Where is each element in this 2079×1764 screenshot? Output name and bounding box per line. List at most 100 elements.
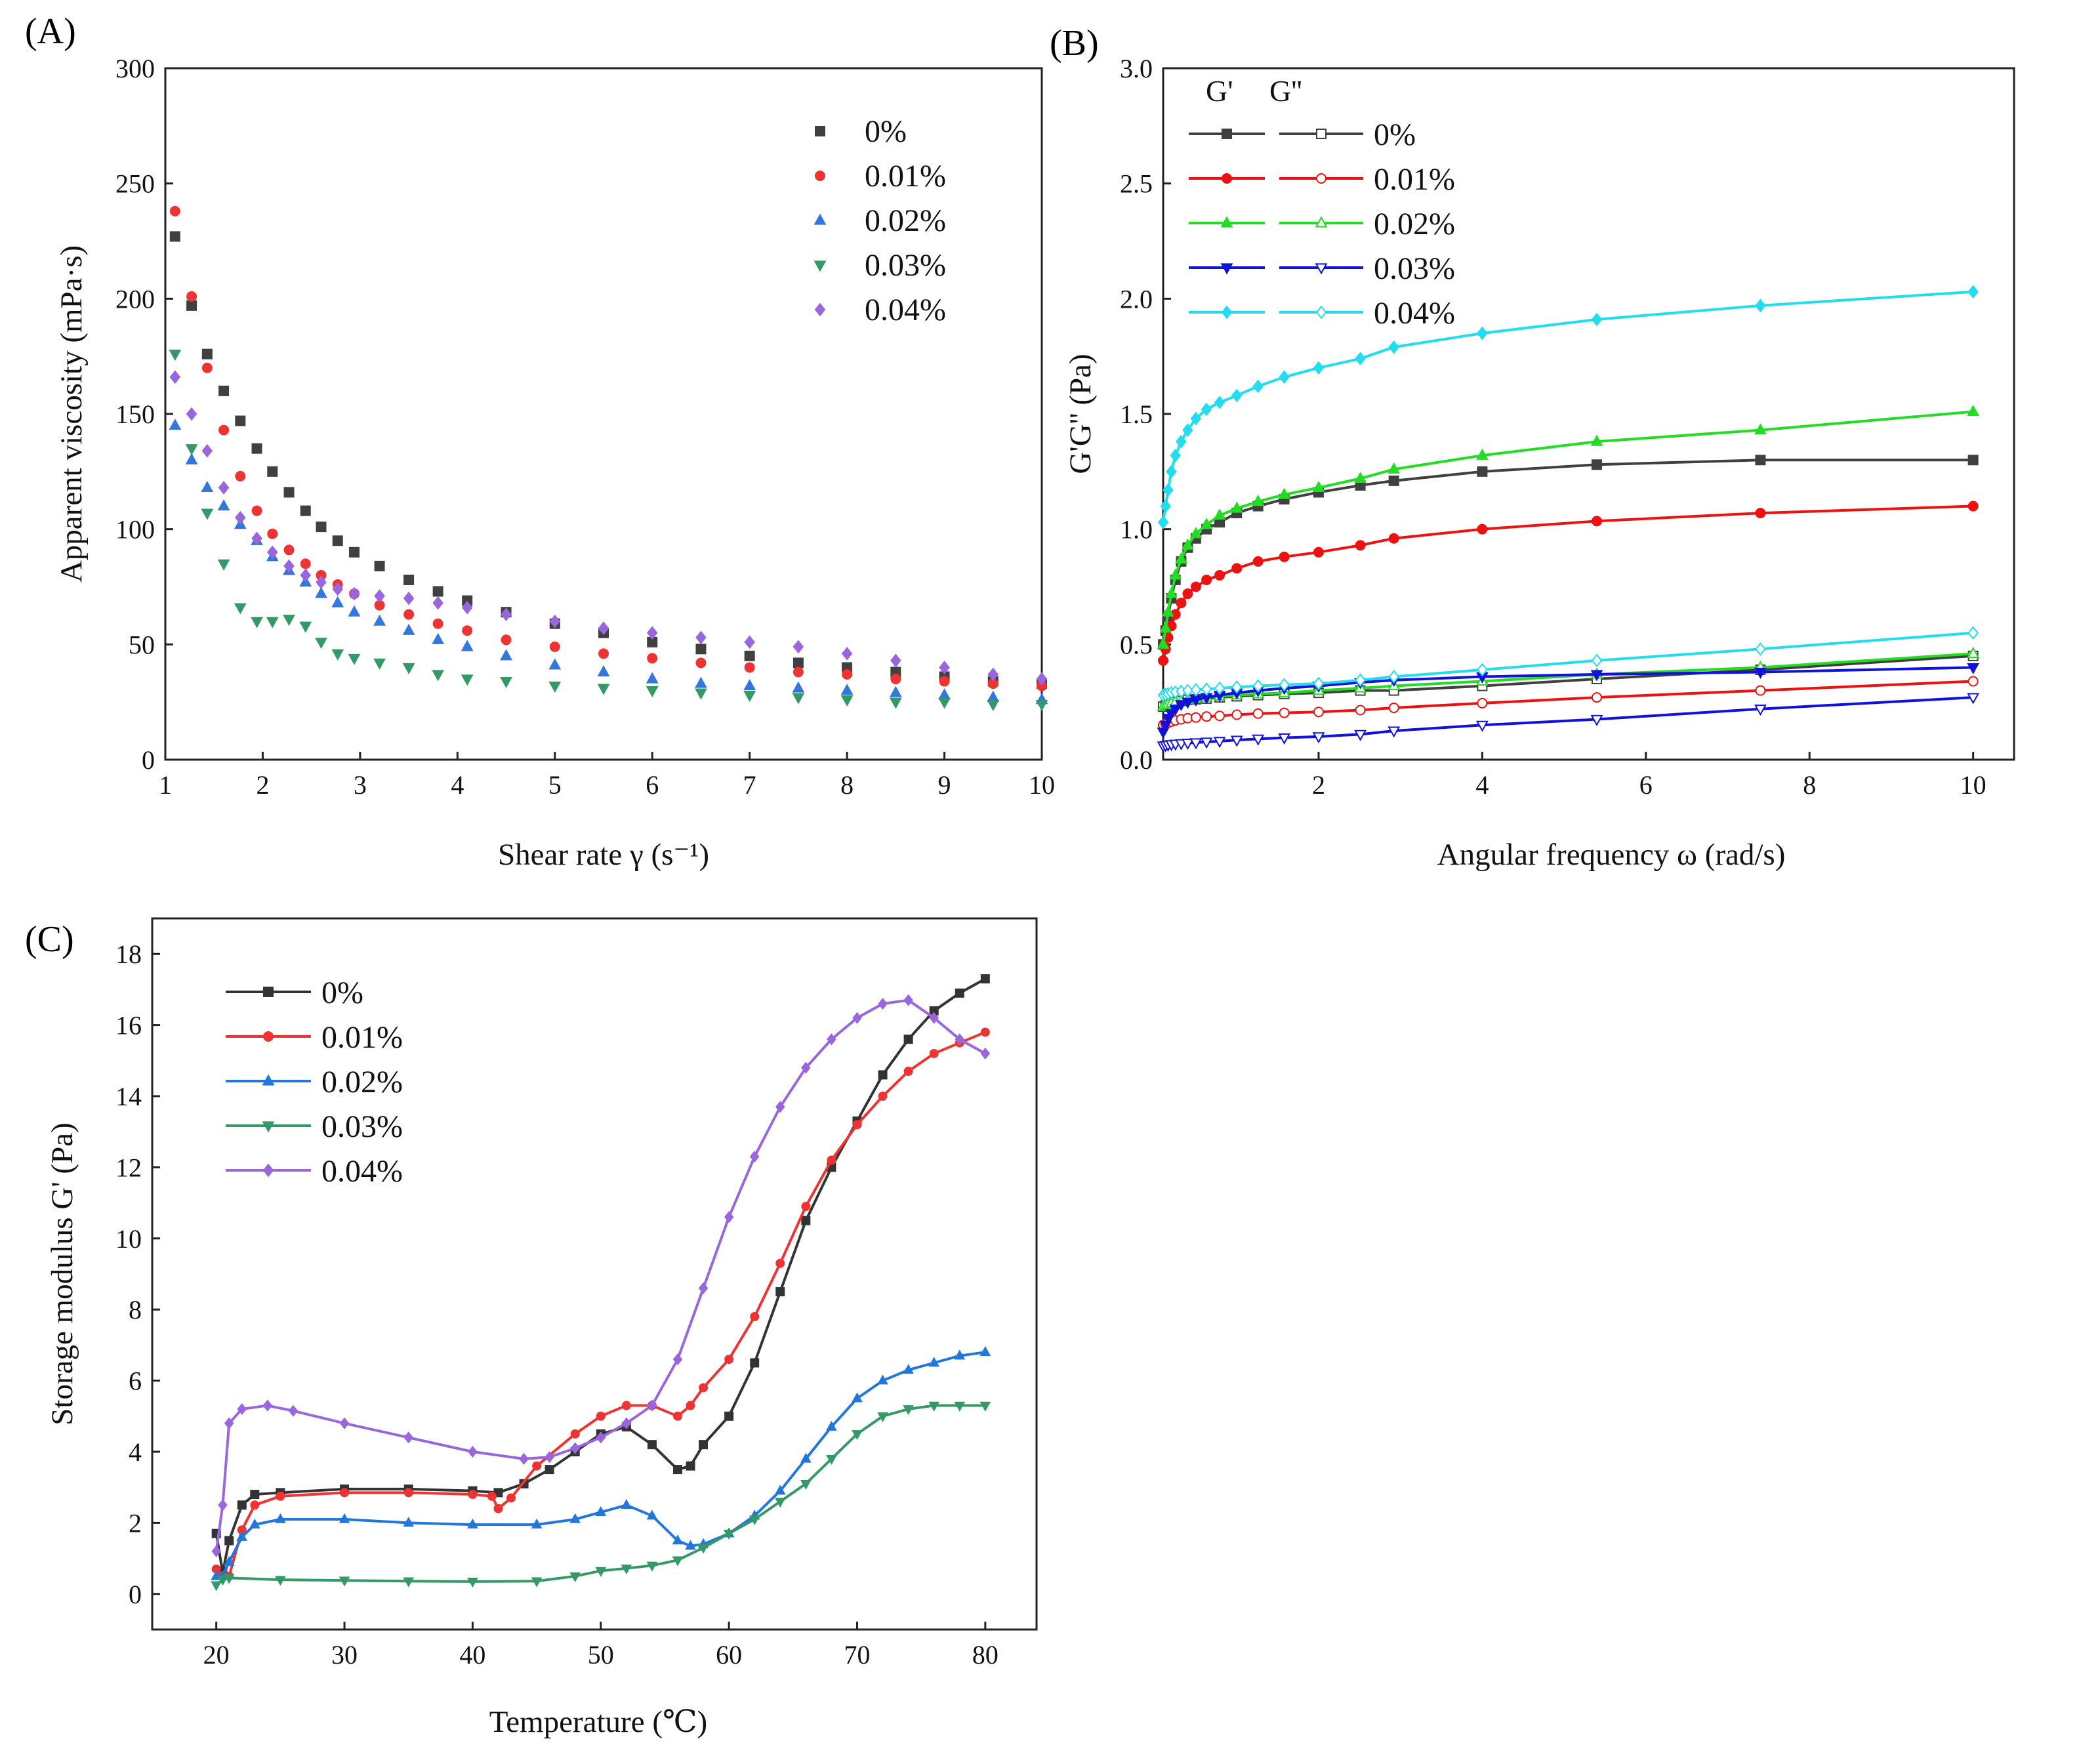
panel-b-point-G_prime-0.01% <box>1252 556 1264 567</box>
panel-b-y-axis-title: G'G'' (Pa) <box>1063 354 1098 474</box>
panel-a-point-0.04% <box>283 559 295 573</box>
panel-a-legend-label: 0% <box>865 114 907 149</box>
panel-a-y-tick-label: 250 <box>115 169 155 199</box>
panel-c-x-tick-label: 80 <box>972 1640 998 1670</box>
panel-a-point-0.03% <box>461 674 474 686</box>
panel-c-point-0.02% <box>826 1420 837 1431</box>
panel-c-x-tick-label: 30 <box>331 1640 358 1670</box>
panel-c-point-0.02% <box>979 1345 991 1357</box>
panel-a-point-0.03% <box>373 658 386 670</box>
panel-b-legend-label: 0% <box>1374 117 1416 152</box>
panel-a-x-axis-title: Shear rate γ (s⁻¹) <box>498 838 709 872</box>
panel-c-point-0.02% <box>621 1499 632 1509</box>
panel-a-point-0% <box>374 560 385 571</box>
panel-c-point-0.04% <box>545 1451 554 1464</box>
panel-b-legend-header-gprime: G' <box>1206 74 1233 108</box>
panel-b-legend-marker-gdoubleprime <box>1315 216 1328 228</box>
panel-a-point-0.04% <box>549 614 561 628</box>
panel-b-point-G_prime-0.01% <box>1388 533 1399 544</box>
panel-c-point-0.04% <box>621 1417 632 1429</box>
panel-c-point-0.02% <box>223 1555 235 1566</box>
panel-b-point-G_prime-0% <box>1967 455 1979 466</box>
panel-c-point-0.04% <box>749 1151 760 1163</box>
panel-a-point-0.01% <box>432 618 443 629</box>
panel-c-legend-marker <box>262 1163 274 1178</box>
panel-c-point-0.04% <box>903 994 913 1006</box>
panel-b-legend-marker-gdoubleprime <box>1316 173 1327 184</box>
panel-b-point-G_prime-0.04% <box>1355 352 1366 366</box>
panel-c-point-0.03% <box>954 1401 966 1412</box>
panel-c-point-0.01% <box>686 1401 695 1410</box>
panel-c-point-0.02% <box>646 1509 658 1520</box>
panel-a-point-0.03% <box>234 603 247 615</box>
panel-a-point-0.02% <box>500 649 512 661</box>
panel-c-point-0.02% <box>903 1364 914 1374</box>
panel-b-point-G_prime-0.02% <box>1165 586 1178 598</box>
panel-c-point-0.04% <box>724 1211 734 1223</box>
panel-b-y-tick-label: 2.0 <box>1120 284 1153 314</box>
panel-b-point-G_prime-0.02% <box>1169 568 1182 580</box>
panel-b-x-tick-label: 6 <box>1639 770 1653 800</box>
panel-c-point-0.01% <box>724 1355 734 1364</box>
panel-a-point-0.01% <box>218 424 230 436</box>
panel-b-point-G_double_prime-0.03% <box>1312 732 1325 744</box>
panel-a-point-0.04% <box>300 568 312 583</box>
panel-c-point-0.04% <box>519 1452 529 1465</box>
panel-a-x-tick-label: 6 <box>646 770 659 800</box>
panel-a-x-tick-label: 8 <box>840 770 854 800</box>
panel-c-point-0.01% <box>596 1411 606 1421</box>
panel-a-legend-marker <box>815 126 825 136</box>
panel-a-label: (A) <box>25 11 76 52</box>
panel-b-point-G_double_prime-0.01% <box>1231 709 1243 720</box>
panel-c-point-0.02% <box>685 1540 696 1550</box>
panel-c-point-0.01% <box>276 1491 285 1501</box>
panel-b-legend-label: 0.04% <box>1374 296 1455 331</box>
panel-c-point-0.01% <box>570 1429 580 1439</box>
panel-a-point-0.04% <box>841 647 853 661</box>
panel-b-point-G_prime-0.02% <box>1967 405 1980 417</box>
panel-a-point-0.01% <box>251 505 262 516</box>
panel-a-y-tick-label: 300 <box>115 54 155 83</box>
panel-b-point-G_prime-0.02% <box>1354 471 1367 483</box>
panel-b-point-G_prime-0.02% <box>1252 495 1265 506</box>
panel-c-point-0.02% <box>531 1518 543 1528</box>
panel-c-point-0.02% <box>339 1513 350 1523</box>
panel-a-x-tick-label: 3 <box>354 770 367 800</box>
panel-c-y-tick-label: 2 <box>129 1508 142 1538</box>
panel-b-point-G_prime-0.04% <box>1313 361 1325 375</box>
panel-a-point-0% <box>432 586 443 597</box>
panel-c-point-0.03% <box>569 1572 581 1582</box>
panel-a-point-0.03% <box>331 649 344 661</box>
panel-b-point-G_double_prime-0.04% <box>1388 670 1399 684</box>
panel-a-point-0.04% <box>348 586 360 601</box>
panel-b-legend-marker-gdoubleprime <box>1315 263 1328 275</box>
panel-c-point-0.02% <box>569 1513 581 1523</box>
panel-c-point-0.01% <box>699 1383 709 1393</box>
panel-a-point-0% <box>744 650 755 661</box>
panel-c-point-0.03% <box>774 1498 786 1508</box>
panel-b-point-G_double_prime-0.01% <box>1252 708 1264 719</box>
panel-b-point-G_prime-0.02% <box>1157 637 1170 649</box>
panel-c-y-tick-label: 16 <box>115 1011 142 1040</box>
panel-b-point-G_double_prime-0.01% <box>1190 712 1201 723</box>
panel-c-point-0.01% <box>852 1120 862 1130</box>
panel-c-point-0% <box>724 1411 734 1421</box>
panel-a-point-0% <box>332 535 343 546</box>
panel-c-x-tick-label: 70 <box>844 1640 870 1670</box>
panel-b-point-G_prime-0.03% <box>1175 700 1187 712</box>
panel-b-point-G_prime-0.02% <box>1230 501 1243 513</box>
panel-a-point-0.01% <box>403 609 415 620</box>
panel-b-point-G_double_prime-0.01% <box>1201 711 1212 722</box>
panel-a-legend-label: 0.03% <box>865 248 946 283</box>
panel-a-point-0.03% <box>185 444 198 456</box>
panel-b-point-G_prime-0.04% <box>1967 285 1979 299</box>
panel-a-point-0% <box>201 348 213 359</box>
panel-b-point-G_prime-0.03% <box>1169 705 1182 716</box>
panel-a-x-tick-label: 9 <box>938 770 951 800</box>
panel-b-point-G_double_prime-0.04% <box>1252 679 1264 693</box>
panel-c-point-0.03% <box>531 1577 543 1588</box>
panel-a-point-0.01% <box>792 667 804 678</box>
panel-b-point-G_double_prime-0.03% <box>1252 734 1265 746</box>
panel-a-point-0.02% <box>597 665 610 677</box>
panel-b-point-G_double_prime-0.04% <box>1231 680 1243 694</box>
